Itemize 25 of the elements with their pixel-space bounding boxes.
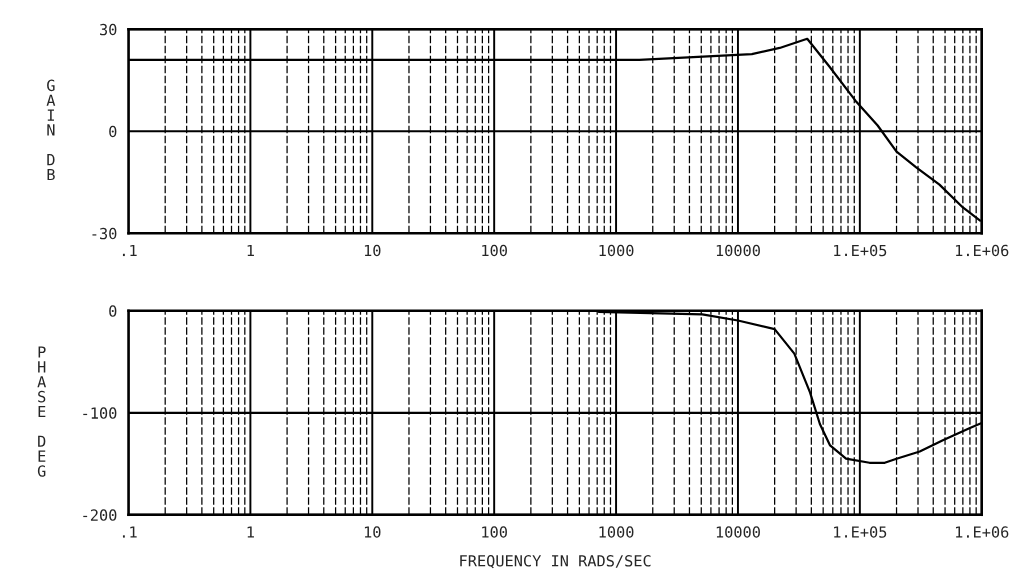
x-tick-label: 1.E+05 [834, 526, 887, 538]
x-tick-label: 1.E+05 [834, 244, 887, 257]
x-tick-label: 100 [482, 526, 507, 538]
y-tick-label: 30 [100, 23, 117, 36]
x-tick-label: 10000 [716, 244, 760, 257]
x-tick-label: 1.E+06 [955, 526, 1009, 538]
x-tick-label: .1 [122, 526, 137, 538]
x-tick-label: 1 [247, 244, 254, 257]
y-tick-label: -100 [83, 407, 117, 419]
text: PHASE DEG [37, 346, 47, 477]
x-tick-label: 10 [364, 244, 381, 257]
x-tick-label: 1000 [599, 526, 634, 538]
x-tick-label: .1 [122, 244, 137, 257]
y-tick-label: -200 [83, 509, 117, 521]
x-tick-label: 10 [364, 526, 381, 538]
x-tick-label: 100 [482, 244, 507, 257]
text: GAIN DB [46, 79, 56, 181]
x-tick-label: 1000 [599, 244, 634, 257]
x-tick-label: 10000 [716, 526, 760, 538]
y-tick-label: 0 [109, 305, 117, 317]
y-tick-label: -30 [92, 227, 117, 240]
x-axis-title: FREQUENCY IN RADS/SEC [460, 555, 651, 569]
y-tick-label: 0 [109, 125, 117, 138]
x-tick-label: 1 [247, 526, 254, 538]
x-tick-label: 1.E+06 [955, 244, 1009, 257]
